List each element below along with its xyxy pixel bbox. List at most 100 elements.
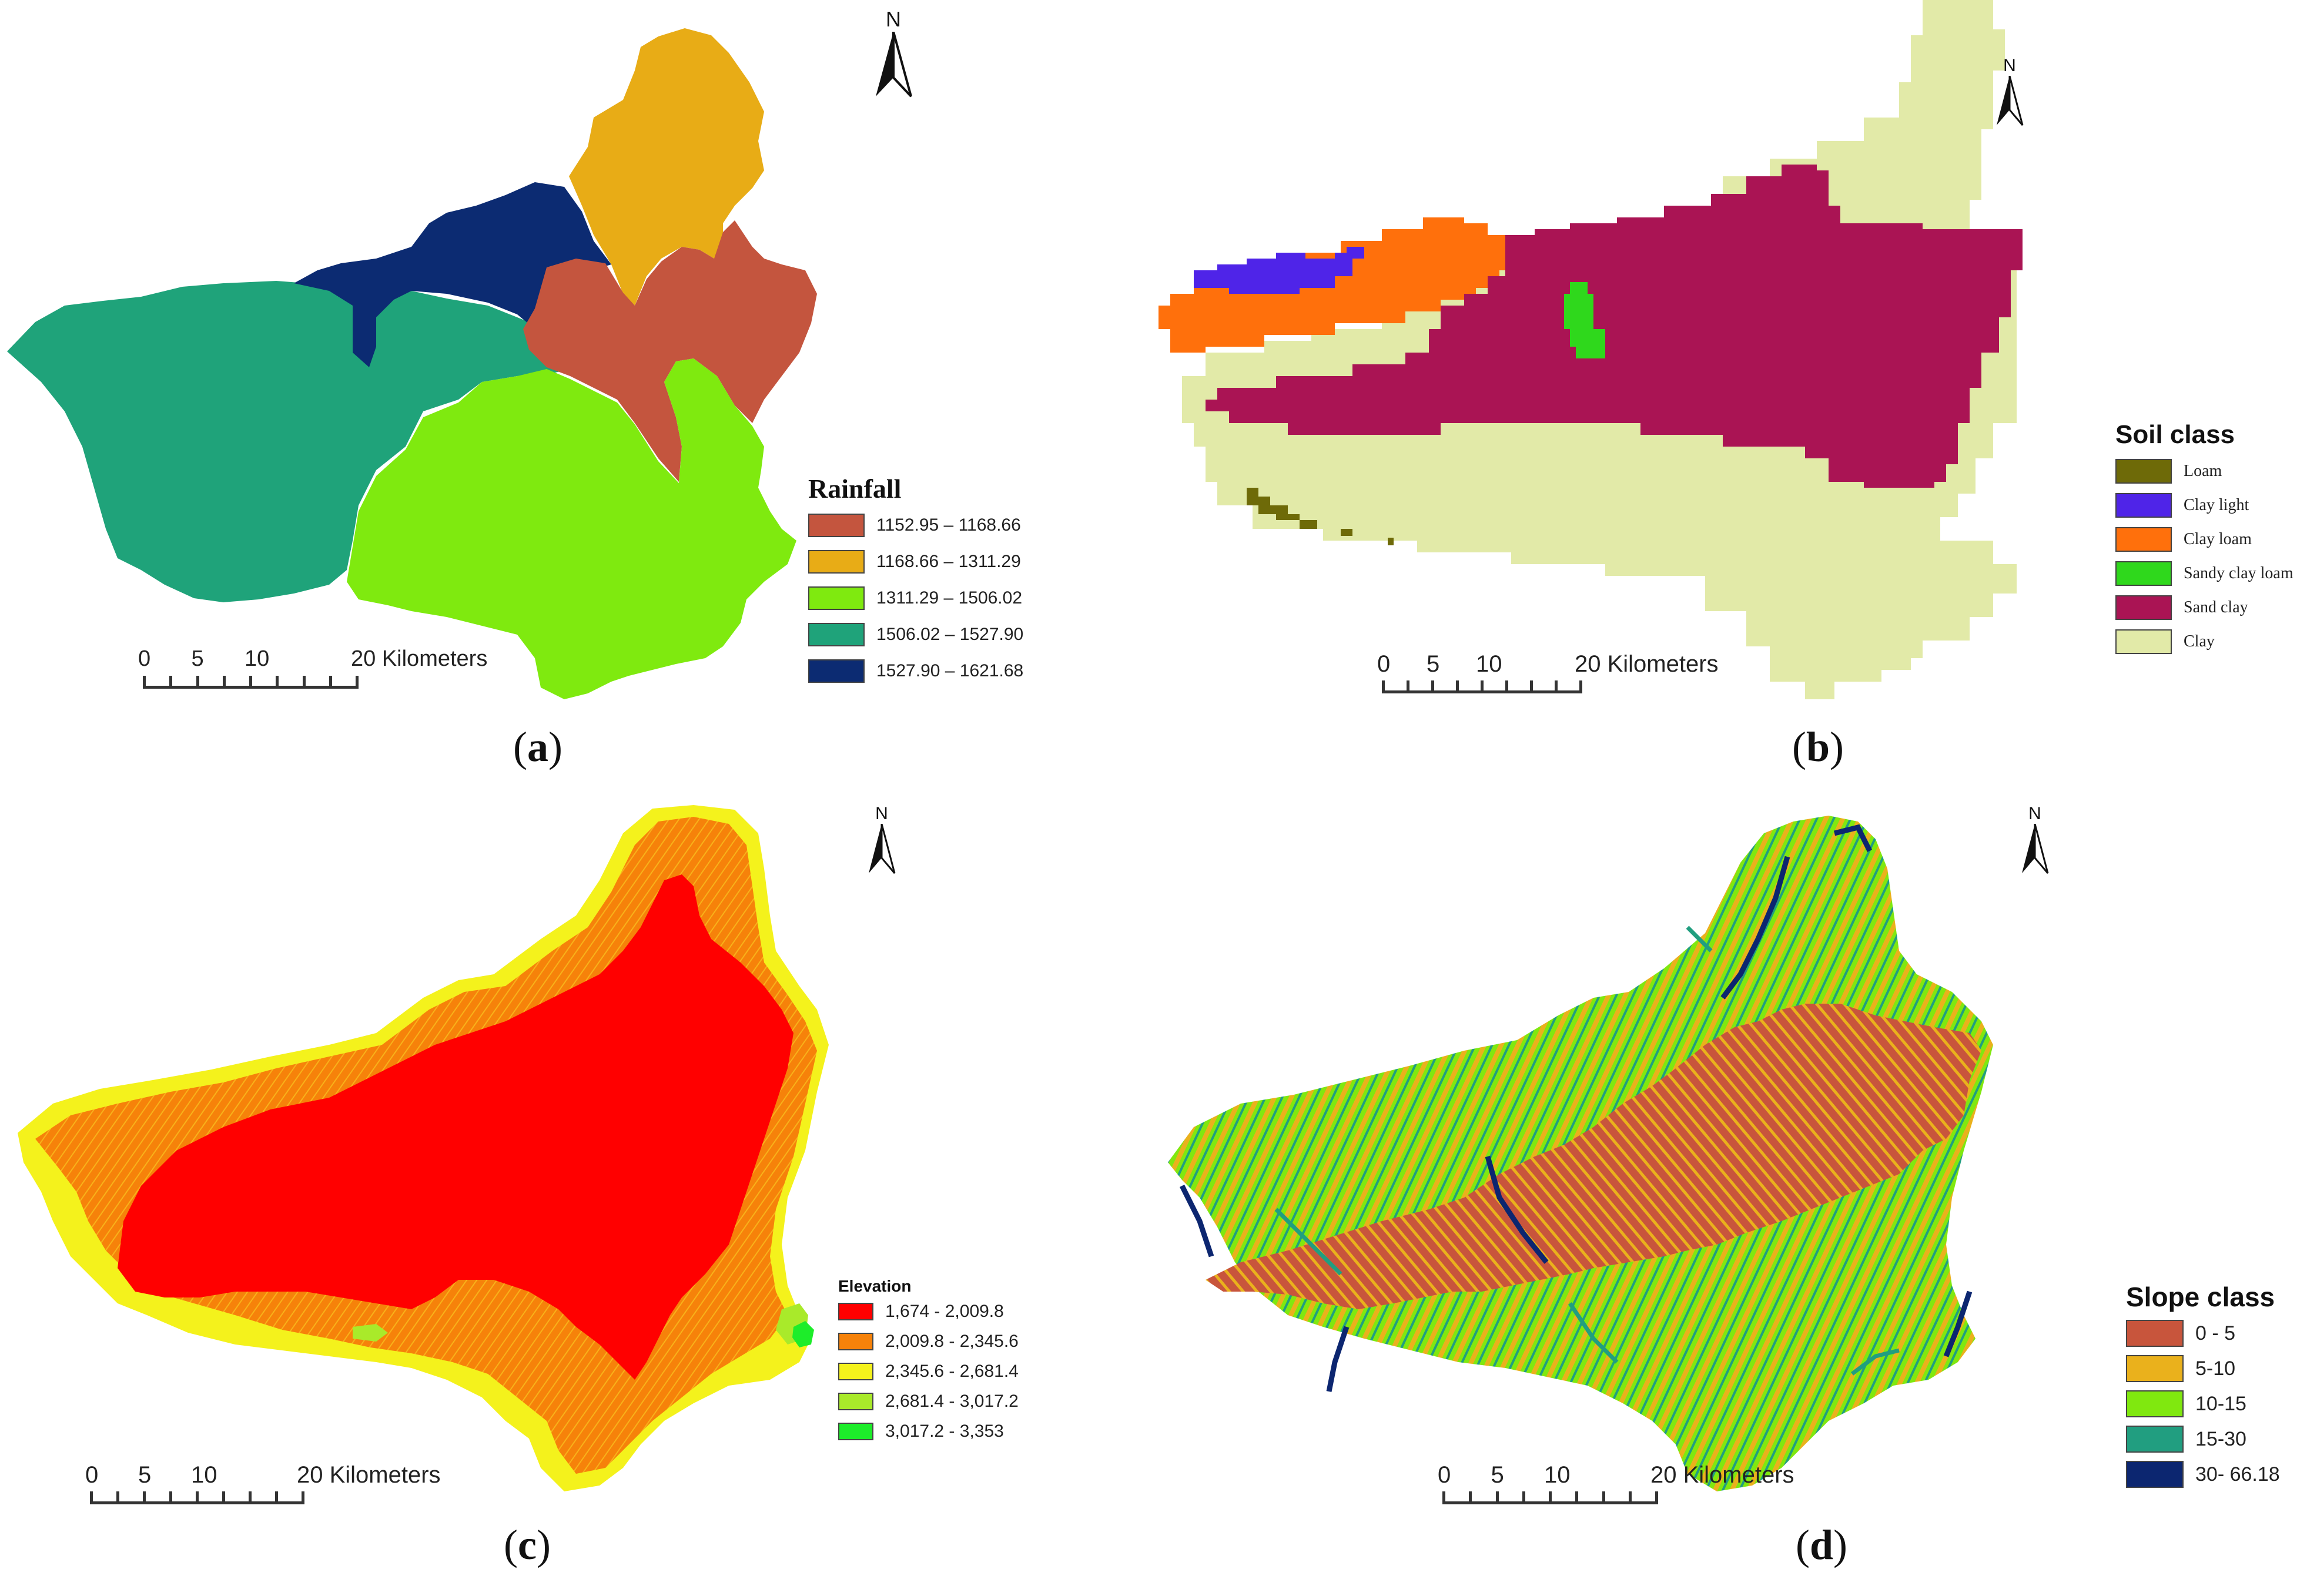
scale-tick — [1495, 1491, 1499, 1504]
scale-line — [1442, 1489, 1658, 1504]
slope-legend: Slope class 0 - 5 5-10 10-15 15-30 30- 66.18 — [2126, 1281, 2280, 1496]
legend-item: 5-10 — [2126, 1355, 2280, 1382]
legend-label: 10-15 — [2195, 1392, 2246, 1415]
soil-map — [1158, 0, 2023, 699]
scale-tick — [1575, 1491, 1579, 1504]
panel-soil: N Soil class Loam Clay light Clay loam Sand… — [1158, 0, 2317, 798]
scale-bar: 0 5 10 20 Kilometers — [85, 1462, 441, 1504]
legend-swatch — [808, 623, 865, 646]
legend-label: 3,017.2 - 3,353 — [885, 1421, 1004, 1441]
scale-tick — [1469, 1491, 1472, 1504]
scale-tick — [222, 1491, 225, 1504]
legend-swatch — [2115, 595, 2172, 620]
legend-item: 15-30 — [2126, 1426, 2280, 1453]
scale-tick — [1549, 1491, 1552, 1504]
elevation-band-3017-3353 — [792, 1321, 814, 1347]
scale-tick — [1602, 1491, 1605, 1504]
legend-swatch — [838, 1423, 873, 1440]
scale-labels: 0 5 10 20 Kilometers — [138, 646, 487, 673]
scale-tick — [222, 676, 226, 689]
legend-swatch — [2115, 629, 2172, 654]
scale-tick — [1522, 1491, 1525, 1504]
legend-label: 5-10 — [2195, 1357, 2236, 1380]
legend-item: 30- 66.18 — [2126, 1461, 2280, 1488]
scale-tick — [1530, 680, 1533, 693]
legend-item: Sandy clay loam — [2115, 561, 2293, 586]
legend-label: 2,681.4 - 3,017.2 — [885, 1392, 1019, 1411]
scale-tick — [249, 1491, 252, 1504]
legend-title: Elevation — [838, 1277, 912, 1295]
legend-item: 1168.66 – 1311.29 — [808, 550, 1023, 574]
north-arrow-icon — [876, 31, 912, 98]
legend-swatch — [2115, 527, 2172, 552]
scale-tick-label: 0 — [1438, 1462, 1451, 1488]
legend-item: Clay light — [2115, 493, 2293, 518]
legend-swatch — [2126, 1461, 2184, 1488]
rainfall-zone-1152-1168 — [523, 220, 817, 482]
scale-tick — [302, 676, 306, 689]
elevation-legend: Elevation 1,674 - 2,009.8 2,009.8 - 2,345… — [838, 1277, 1019, 1451]
legend-item: 1506.02 – 1527.90 — [808, 623, 1023, 646]
scale-tick — [143, 1491, 146, 1504]
legend-label: 15-30 — [2195, 1427, 2246, 1450]
soil-sand-clay — [1206, 165, 2023, 488]
soil-clay-light — [1194, 247, 1364, 294]
legend-label: 1506.02 – 1527.90 — [876, 625, 1024, 644]
scale-tick — [302, 1491, 304, 1504]
legend-label: Sand clay — [2184, 598, 2248, 616]
legend-label: 1,674 - 2,009.8 — [885, 1302, 1004, 1321]
rainfall-legend: Rainfall 1152.95 – 1168.66 1168.66 – 1311… — [808, 473, 1023, 696]
north-label: N — [875, 804, 888, 823]
scale-tick-label: 20 Kilometers — [1650, 1462, 1794, 1488]
legend-swatch — [838, 1393, 873, 1410]
legend-label: Loam — [2184, 462, 2222, 480]
legend-label: Clay loam — [2184, 530, 2252, 548]
legend-label: 2,345.6 - 2,681.4 — [885, 1362, 1019, 1381]
legend-swatch — [808, 550, 865, 574]
scale-tick — [249, 676, 252, 689]
scale-tick-label: 5 — [1491, 1462, 1504, 1488]
scale-tick-label: 20 Kilometers — [1575, 651, 1719, 677]
scale-tick — [1431, 680, 1434, 693]
legend-swatch — [2126, 1390, 2184, 1417]
north-label: N — [2003, 56, 2016, 75]
scale-tick — [276, 676, 279, 689]
scale-tick — [196, 1491, 199, 1504]
legend-item: 1,674 - 2,009.8 — [838, 1302, 1019, 1322]
north-arrow: N — [864, 804, 899, 880]
scale-tick — [1442, 1491, 1445, 1504]
legend-item: 0 - 5 — [2126, 1320, 2280, 1347]
legend-label: 30- 66.18 — [2195, 1463, 2280, 1486]
soil-loam — [1247, 488, 1394, 545]
slope-class-30-66 — [1179, 824, 1973, 1392]
scale-tick — [1382, 680, 1385, 693]
legend-label: 2,009.8 - 2,345.6 — [885, 1332, 1019, 1351]
north-label: N — [886, 7, 901, 31]
caption-a: (a) — [513, 723, 562, 770]
north-arrow-icon — [869, 823, 896, 874]
legend-label: Sandy clay loam — [2184, 564, 2293, 582]
rainfall-zone-1311-1506 — [347, 358, 796, 699]
scale-tick — [356, 676, 359, 689]
legend-swatch — [2126, 1355, 2184, 1382]
legend-item: Clay — [2115, 629, 2293, 654]
scale-tick-label: 10 — [1544, 1462, 1571, 1488]
scale-tick — [116, 1491, 119, 1504]
scale-tick-label: 5 — [1427, 651, 1440, 677]
scale-labels: 0 5 10 20 Kilometers — [1377, 651, 1719, 678]
scale-tick — [143, 676, 146, 689]
scale-tick-label: 0 — [138, 646, 151, 671]
scale-tick-label: 10 — [191, 1462, 217, 1488]
scale-labels: 0 5 10 20 Kilometers — [1438, 1462, 1794, 1489]
scale-line — [1382, 678, 1582, 693]
scale-tick — [1481, 680, 1484, 693]
scale-tick — [169, 1491, 172, 1504]
legend-item: Clay loam — [2115, 527, 2293, 552]
scale-tick-label: 20 Kilometers — [351, 646, 488, 671]
north-arrow: N — [870, 7, 917, 105]
legend-item: 1527.90 – 1621.68 — [808, 659, 1023, 683]
scale-tick-label: 10 — [245, 646, 270, 671]
panel-elevation: N Elevation 1,674 - 2,009.8 2,009.8 - 2,3… — [0, 798, 1158, 1596]
legend-swatch — [2126, 1320, 2184, 1347]
legend-label: 1168.66 – 1311.29 — [876, 552, 1021, 571]
